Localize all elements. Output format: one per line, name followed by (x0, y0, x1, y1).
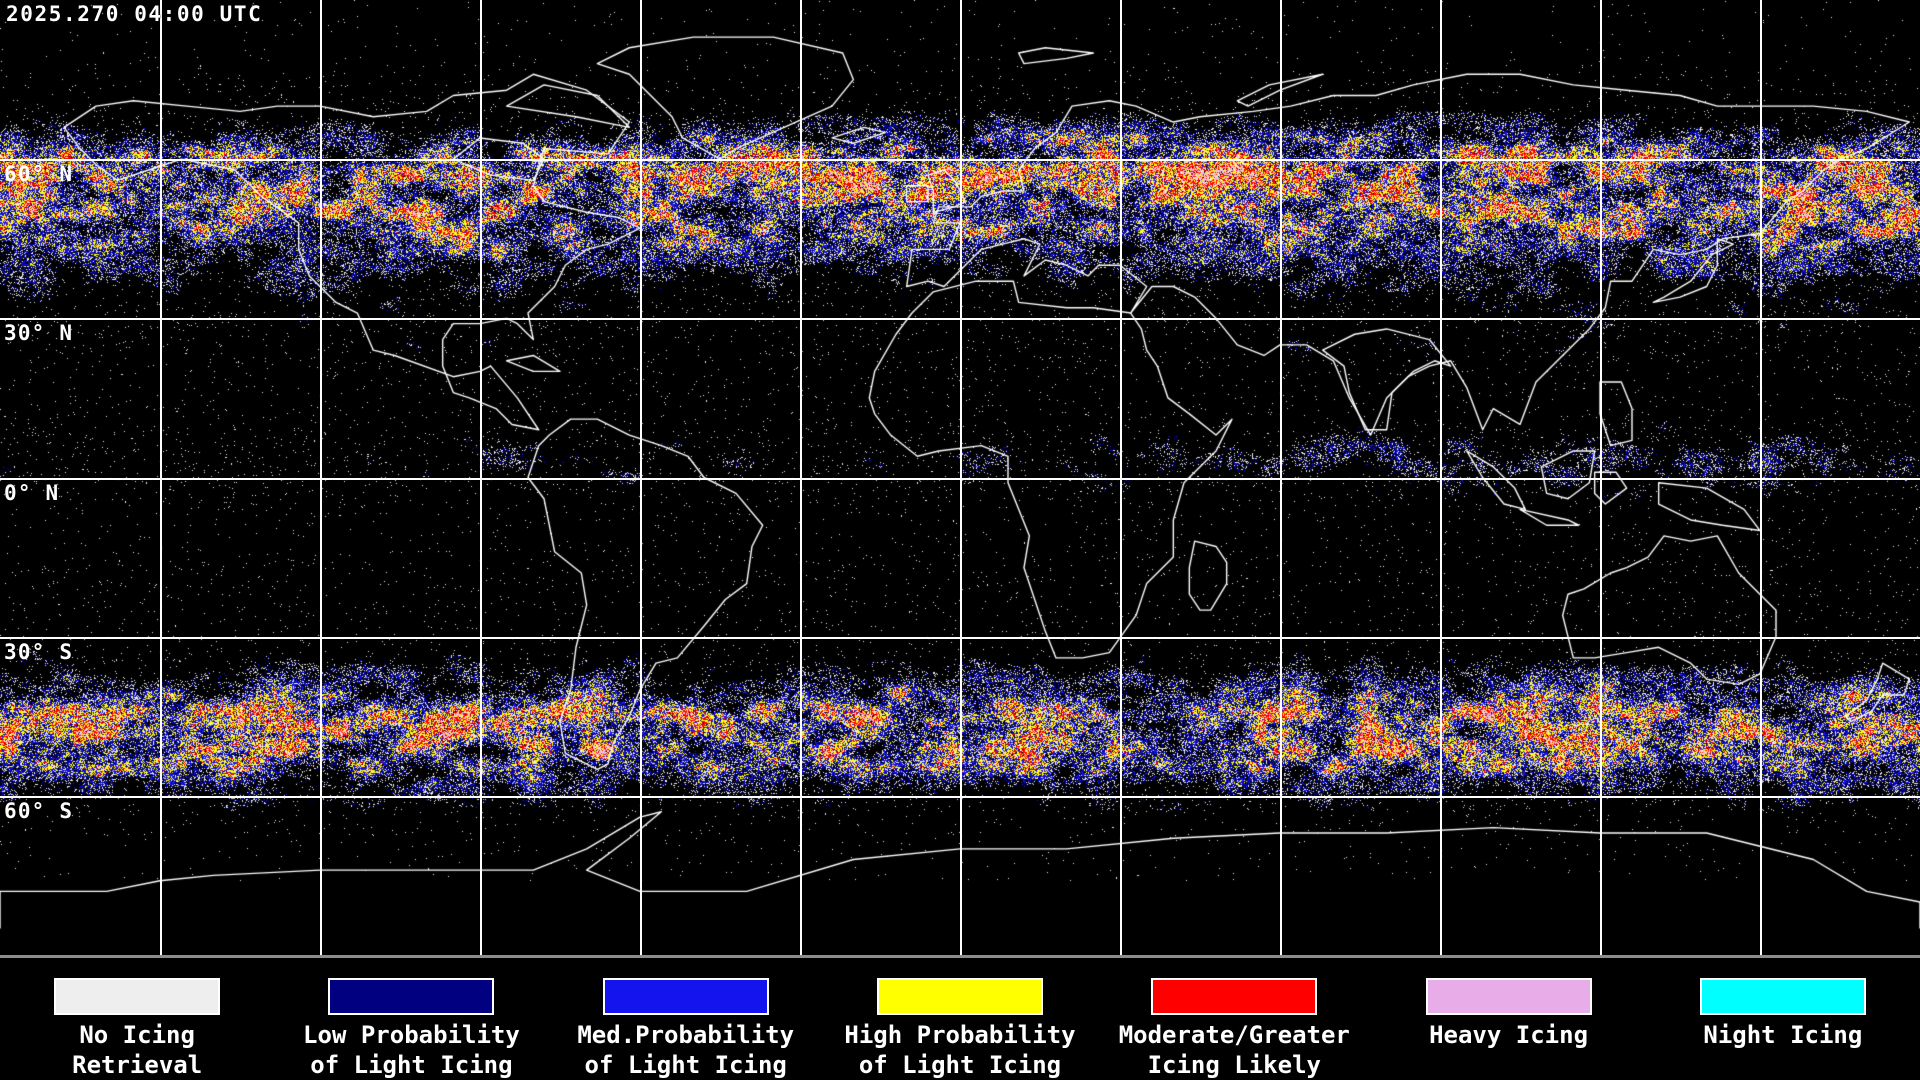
legend-item-low-probability[interactable]: Low Probability of Light Icing (274, 958, 548, 1080)
legend-item-med-probability[interactable]: Med.Probability of Light Icing (549, 958, 823, 1080)
legend-swatch-low-probability (328, 978, 495, 1015)
gridline-lon--120 (320, 0, 322, 955)
gridline-lon--30 (800, 0, 802, 955)
legend-label-line2: Icing Likely (1147, 1051, 1321, 1079)
legend-label-no-icing-retrieval: No Icing Retrieval (72, 1020, 202, 1080)
legend-label-line2: of Light Icing (858, 1051, 1062, 1079)
gridline-lon-150 (1760, 0, 1762, 955)
lat-label-4: 60° S (4, 799, 74, 823)
legend-label-heavy-icing: Heavy Icing (1429, 1020, 1588, 1050)
legend-item-moderate-greater[interactable]: Moderate/Greater Icing Likely (1097, 958, 1371, 1080)
legend-swatch-no-icing-retrieval (54, 978, 221, 1015)
legend-label-line2: of Light Icing (584, 1051, 787, 1079)
legend-label-line2: Retrieval (72, 1051, 203, 1079)
legend-label-line1: Moderate/Greater (1118, 1021, 1350, 1049)
legend-label-line1: Night Icing (1703, 1021, 1863, 1049)
legend-label-line1: Heavy Icing (1429, 1021, 1589, 1049)
legend-label-night-icing: Night Icing (1703, 1020, 1862, 1050)
legend-item-high-probability[interactable]: High Probability of Light Icing (823, 958, 1097, 1080)
lat-label-2: 0° N (4, 481, 60, 505)
gridline-lon-0 (960, 0, 962, 955)
legend-item-heavy-icing[interactable]: Heavy Icing (1371, 958, 1645, 1080)
legend-swatch-med-probability (602, 978, 769, 1015)
gridline-lon--90 (480, 0, 482, 955)
legend-swatch-moderate-greater (1151, 978, 1318, 1015)
legend-label-med-probability: Med.Probability of Light Icing (577, 1020, 794, 1080)
legend-label-high-probability: High Probability of Light Icing (844, 1020, 1075, 1080)
legend-label-line1: Med.Probability (577, 1021, 795, 1049)
legend-swatch-high-probability (876, 978, 1043, 1015)
gridline-lon-120 (1600, 0, 1602, 955)
map-legend-divider (0, 955, 1920, 958)
gridline-lon-90 (1440, 0, 1442, 955)
legend-bar: No Icing Retrieval Low Probability of Light… (0, 958, 1920, 1080)
timestamp-label: 2025.270 04:00 UTC (6, 2, 263, 26)
lat-label-1: 30° N (4, 321, 74, 345)
legend-swatch-night-icing (1699, 978, 1866, 1015)
legend-swatch-heavy-icing (1425, 978, 1592, 1015)
legend-label-moderate-greater: Moderate/Greater Icing Likely (1119, 1020, 1350, 1080)
lat-label-0: 60° N (4, 162, 74, 186)
legend-label-low-probability: Low Probability of Light Icing (303, 1020, 520, 1080)
global-icing-map[interactable]: 60° N 30° N 0° N 30° S 60° S 2025.270 04:00 … (0, 0, 1920, 955)
legend-item-night-icing[interactable]: Night Icing (1646, 958, 1920, 1080)
gridline-lon-60 (1280, 0, 1282, 955)
gridline-lon--150 (160, 0, 162, 955)
legend-label-line1: High Probability (844, 1021, 1076, 1049)
legend-label-line1: Low Probability (303, 1021, 520, 1049)
gridline-lon-30 (1120, 0, 1122, 955)
gridline-lon--60 (640, 0, 642, 955)
lat-label-3: 30° S (4, 640, 74, 664)
legend-label-line2: of Light Icing (310, 1051, 513, 1079)
legend-label-line1: No Icing (79, 1021, 195, 1049)
legend-item-no-icing-retrieval[interactable]: No Icing Retrieval (0, 958, 274, 1080)
